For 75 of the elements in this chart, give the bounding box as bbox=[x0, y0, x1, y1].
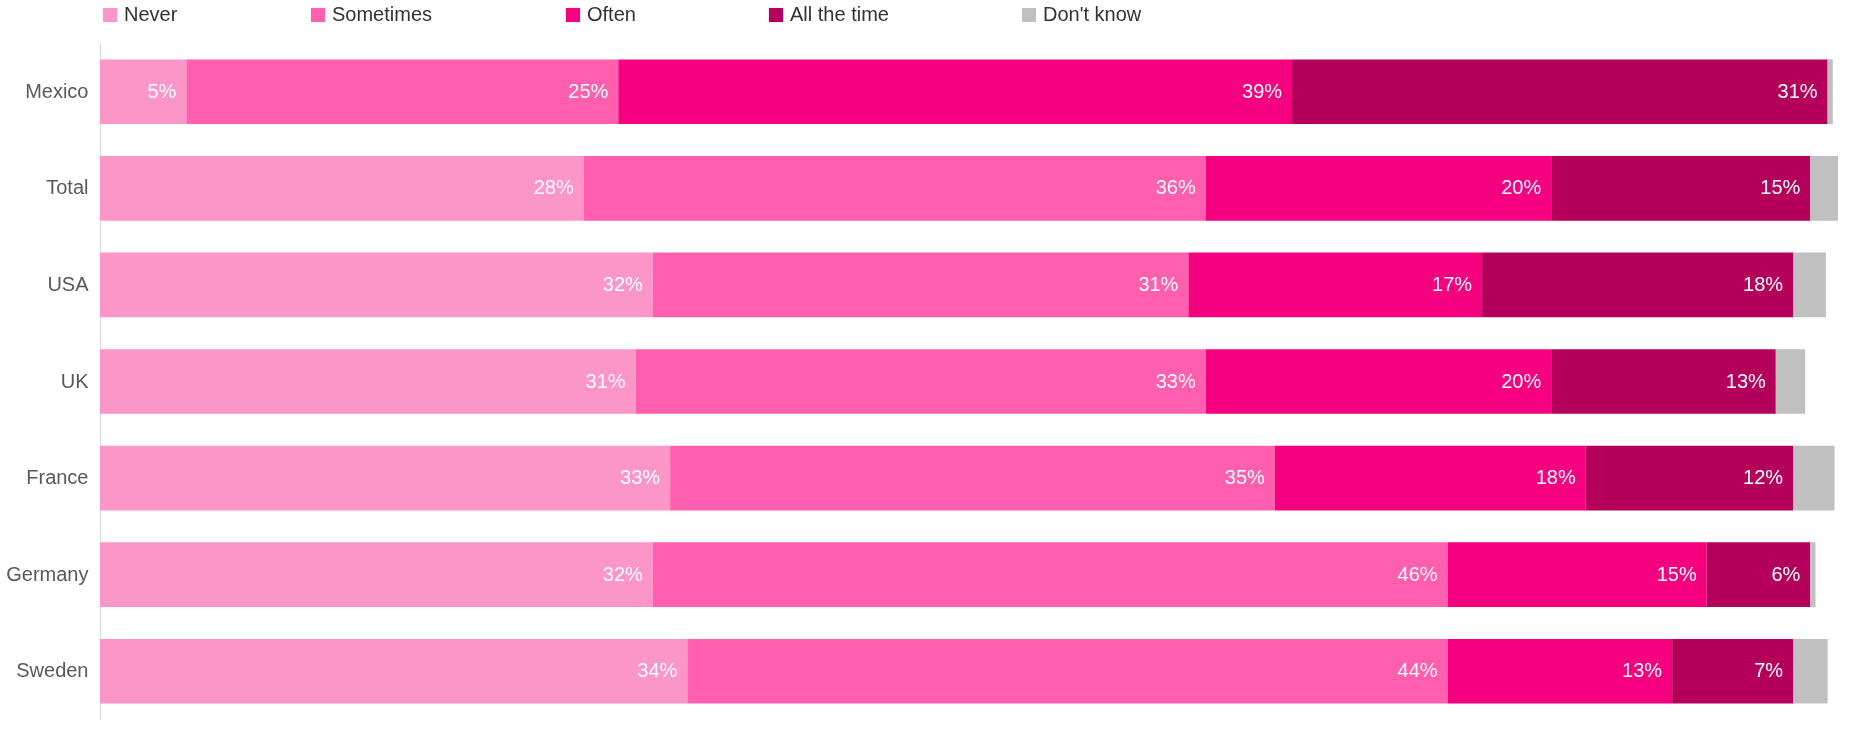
bar bbox=[670, 445, 1275, 511]
data-label: 39% bbox=[1242, 79, 1283, 102]
bar bbox=[687, 638, 1448, 704]
bar bbox=[100, 155, 584, 221]
bar bbox=[1827, 59, 1833, 125]
data-label: 31% bbox=[1777, 79, 1818, 102]
bar bbox=[1793, 638, 1828, 704]
y-tick-label: Total bbox=[46, 176, 89, 199]
bar bbox=[100, 542, 653, 608]
bar bbox=[100, 252, 653, 318]
data-label: 13% bbox=[1622, 659, 1663, 682]
data-label: 44% bbox=[1397, 659, 1438, 682]
bar bbox=[1274, 445, 1586, 511]
bar bbox=[618, 59, 1293, 125]
data-label: 33% bbox=[1155, 369, 1196, 392]
bar bbox=[1810, 155, 1838, 221]
bar bbox=[100, 59, 187, 125]
bar bbox=[652, 252, 1189, 318]
legend-label: Don't know bbox=[1043, 3, 1142, 25]
bar bbox=[1706, 542, 1811, 608]
y-tick-label: Sweden bbox=[16, 659, 89, 682]
data-label: 28% bbox=[533, 176, 574, 199]
data-label: 18% bbox=[1535, 466, 1576, 489]
data-label: 35% bbox=[1224, 466, 1266, 489]
bar bbox=[583, 155, 1206, 221]
bar bbox=[652, 542, 1448, 608]
bar bbox=[1672, 638, 1794, 704]
bar bbox=[1793, 445, 1835, 511]
bar bbox=[100, 349, 636, 414]
legend-label: Never bbox=[124, 3, 178, 25]
data-label: 25% bbox=[568, 79, 609, 102]
y-tick-label: Germany bbox=[6, 562, 89, 585]
data-label: 5% bbox=[147, 79, 177, 102]
data-label: 33% bbox=[620, 466, 661, 489]
data-label: 46% bbox=[1397, 562, 1438, 585]
bar bbox=[1551, 155, 1811, 221]
bar bbox=[100, 445, 671, 511]
data-label: 34% bbox=[637, 659, 678, 682]
data-label: 6% bbox=[1771, 562, 1801, 585]
data-label: 20% bbox=[1501, 369, 1542, 392]
bar bbox=[1447, 638, 1673, 704]
data-label: 12% bbox=[1743, 466, 1784, 489]
data-label: 20% bbox=[1501, 176, 1542, 199]
bar bbox=[1447, 542, 1707, 608]
data-label: 17% bbox=[1432, 272, 1473, 295]
y-tick-label: France bbox=[26, 466, 89, 489]
y-tick-label: USA bbox=[47, 272, 90, 295]
data-label: 13% bbox=[1725, 369, 1767, 392]
data-label: 32% bbox=[602, 562, 644, 585]
y-tick-label: Mexico bbox=[25, 79, 89, 102]
data-label: 31% bbox=[585, 369, 626, 392]
bar bbox=[1205, 349, 1552, 414]
data-label: 31% bbox=[1138, 272, 1179, 295]
bar bbox=[1775, 349, 1806, 414]
bar bbox=[1205, 155, 1552, 221]
legend-label: Sometimes bbox=[332, 3, 433, 25]
bar bbox=[1188, 252, 1483, 318]
data-label: 7% bbox=[1754, 659, 1784, 682]
bar bbox=[1585, 445, 1794, 511]
bar bbox=[635, 349, 1206, 414]
bar bbox=[1292, 59, 1828, 125]
data-label: 18% bbox=[1743, 272, 1784, 295]
bar bbox=[1793, 252, 1826, 318]
bar bbox=[1551, 349, 1776, 414]
data-label: 15% bbox=[1656, 562, 1697, 585]
legend-label: All the time bbox=[790, 3, 889, 25]
data-label: 15% bbox=[1760, 176, 1801, 199]
legend-label: Often bbox=[587, 3, 636, 25]
bar bbox=[100, 638, 688, 704]
data-label: 36% bbox=[1155, 176, 1196, 199]
y-tick-label: UK bbox=[60, 369, 90, 392]
bar bbox=[186, 59, 619, 125]
data-label: 32% bbox=[602, 272, 644, 295]
bar bbox=[1482, 252, 1794, 318]
bar bbox=[1810, 542, 1816, 608]
